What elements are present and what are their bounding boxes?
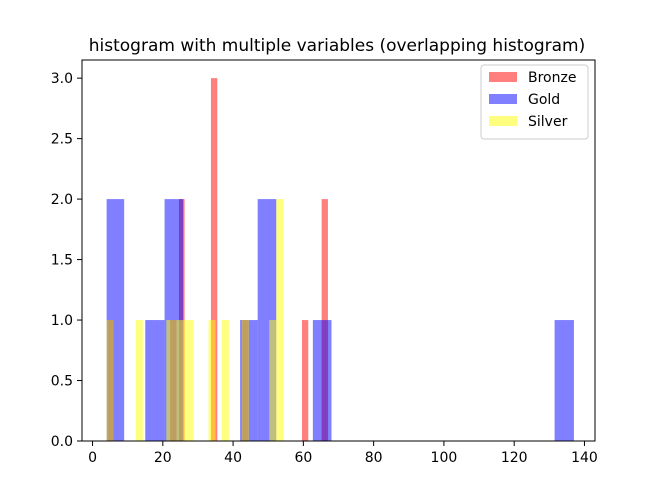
gold-legend-label: Gold: [528, 92, 560, 108]
x-tick-label: 20: [154, 450, 172, 466]
y-tick-label: 1.5: [51, 253, 73, 269]
chart-title: histogram with multiple variables (overl…: [89, 36, 586, 56]
x-tick-label: 140: [571, 450, 598, 466]
silver-bar: [221, 320, 229, 441]
y-axis: 0.0 0.5 1.0 1.5 2.0 2.5 3.0: [51, 71, 82, 450]
x-tick-label: 40: [224, 450, 242, 466]
silver-bar: [241, 320, 249, 441]
bronze-bar: [301, 320, 309, 441]
gold-bar: [554, 320, 574, 441]
x-axis: 0 20 40 60 80 100 120 140: [88, 441, 598, 466]
gold-legend-swatch: [489, 94, 517, 104]
bronze-legend-label: Bronze: [528, 70, 576, 86]
silver-bar: [269, 320, 277, 441]
bronze-legend-swatch: [489, 72, 517, 82]
x-tick-label: 120: [501, 450, 528, 466]
x-tick-label: 60: [294, 450, 312, 466]
y-tick-label: 1.0: [51, 313, 73, 329]
gold-bar: [145, 320, 165, 441]
silver-bar: [208, 320, 216, 441]
gold-bar: [312, 320, 332, 441]
legend: Bronze Gold Silver: [480, 64, 589, 140]
silver-legend-label: Silver: [528, 114, 568, 130]
silver-bar: [276, 199, 284, 441]
y-tick-label: 0.0: [51, 434, 73, 450]
y-tick-label: 3.0: [51, 71, 73, 87]
silver-bar: [135, 320, 143, 441]
y-tick-label: 2.0: [51, 192, 73, 208]
y-tick-label: 2.5: [51, 132, 73, 148]
y-tick-label: 0.5: [51, 374, 73, 390]
bars-layer: [106, 78, 574, 441]
silver-legend-swatch: [489, 116, 517, 126]
x-tick-label: 0: [88, 450, 97, 466]
x-tick-label: 100: [431, 450, 458, 466]
plot-area-frame: [81, 59, 596, 442]
silver-bar: [186, 320, 194, 441]
x-tick-label: 80: [365, 450, 383, 466]
bronze-bar: [210, 78, 218, 441]
silver-bar: [166, 320, 187, 441]
silver-bar: [106, 320, 114, 441]
